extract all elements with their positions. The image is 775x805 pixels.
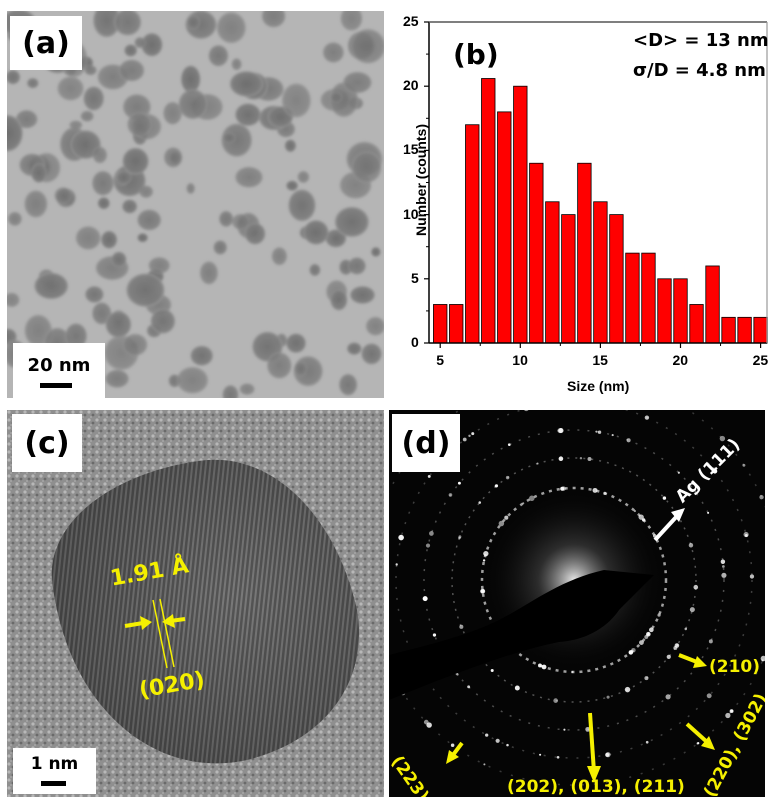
x-tick-label: 25 [752, 352, 769, 368]
tem-nanoparticles-image [7, 11, 384, 398]
lattice-line-1 [152, 599, 168, 669]
panel-d-label: (d) [392, 414, 460, 472]
histogram-bar [737, 316, 752, 344]
scale-bar [41, 781, 66, 786]
arrow-ag111-icon [653, 508, 685, 542]
histogram-bar [481, 78, 496, 344]
ring-label-202-013-211: (202), (013), (211) [507, 777, 685, 797]
diffraction-ring-2 [451, 457, 697, 703]
panel-b-label: (b) [453, 38, 499, 71]
scale-bar-label: 1 nm [30, 754, 79, 774]
histogram-bar [497, 111, 512, 344]
diffraction-ring-111 [480, 486, 668, 674]
histogram-bar [705, 265, 720, 344]
y-tick-label: 25 [403, 13, 419, 29]
histogram-chart [424, 21, 768, 348]
histogram-bar [673, 278, 688, 344]
x-tick-label: 15 [592, 352, 608, 368]
y-tick-label: 0 [411, 334, 419, 350]
panel-a-tem-image: (a) 20 nm [7, 11, 384, 398]
sigma-annotation: σ/D = 4.8 nm [633, 60, 766, 81]
ring-label-210: (210) [709, 657, 761, 677]
panel-c-label: (c) [12, 414, 82, 472]
scale-bar-label: 20 nm [27, 355, 91, 376]
arrow-220-302-icon [685, 722, 715, 750]
x-tick-label: 20 [672, 352, 689, 368]
scale-bar-box: 20 nm [13, 343, 105, 398]
mean-diameter-annotation: <D> = 13 nm [633, 30, 769, 51]
arrow-left-icon [162, 614, 186, 628]
y-axis-label: Number (counts) [413, 124, 429, 236]
panel-a-label: (a) [10, 16, 82, 70]
histogram-bar [449, 304, 464, 344]
arrow-223-401-icon [446, 741, 464, 764]
panel-c-hrtem-image: 1.91 Å (020) (c) 1 nm [7, 410, 384, 797]
lattice-line-2 [159, 598, 175, 668]
panel-b-size-histogram: (b) <D> = 13 nm σ/D = 4.8 nm Size (nm) N… [385, 0, 775, 400]
y-tick-label: 20 [403, 77, 419, 94]
histogram-bar [433, 304, 448, 344]
histogram-bar [513, 85, 528, 344]
y-tick-label: 10 [403, 205, 419, 222]
histogram-bar [721, 316, 736, 344]
histogram-bar [753, 316, 768, 344]
saed-diffraction-image [389, 410, 765, 797]
histogram-bar [625, 252, 640, 344]
scale-bar [40, 383, 72, 388]
panel-d-saed-pattern: Ag (111) (210) (220), (302) (202), (013)… [389, 410, 765, 797]
x-tick-label: 10 [512, 352, 528, 368]
histogram-bar [465, 124, 480, 344]
beam-stop [389, 570, 654, 700]
histogram-bar [657, 278, 672, 344]
histogram-bar [641, 252, 656, 344]
diffraction-ring-4 [395, 410, 753, 759]
histogram-bar [545, 201, 560, 344]
hrtem-lattice-image [7, 410, 384, 797]
y-tick-label: 5 [411, 269, 419, 286]
arrow-210-icon [678, 653, 707, 668]
scale-bar-box: 1 nm [13, 748, 96, 794]
histogram-bar [609, 214, 624, 344]
histogram-bar [577, 162, 592, 344]
x-axis-label: Size (nm) [567, 378, 630, 394]
arrow-202-013-211-icon [587, 712, 601, 783]
diffraction-ring-3 [423, 429, 725, 731]
histogram-bar [689, 304, 704, 344]
histogram-bar [529, 162, 544, 344]
y-tick-label: 15 [403, 141, 419, 158]
x-tick-label: 5 [436, 352, 444, 368]
arrow-right-icon [124, 616, 152, 630]
histogram-bar [561, 214, 576, 344]
histogram-bar [593, 201, 608, 344]
